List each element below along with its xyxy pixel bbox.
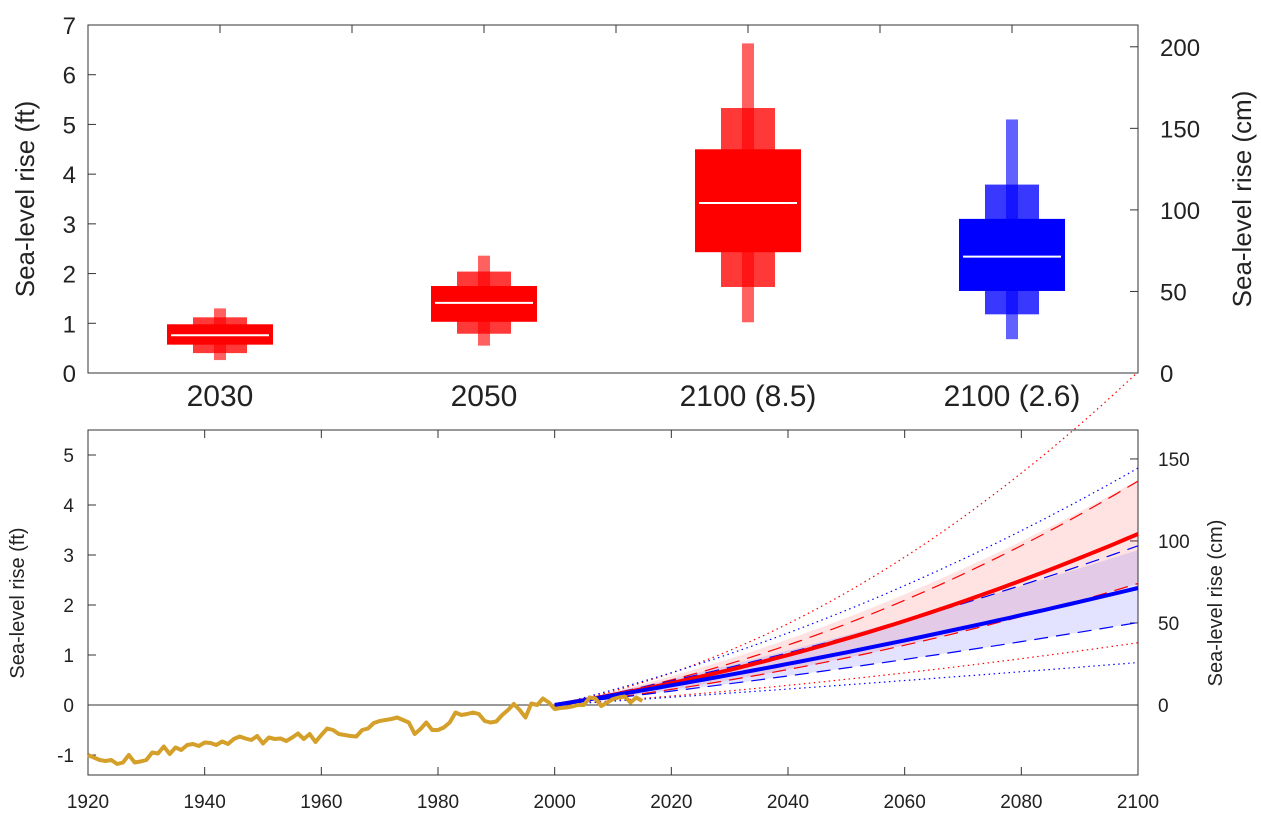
top-y-right-axis-label: Sea-level rise (cm) bbox=[1227, 91, 1257, 308]
projection-p-low bbox=[554, 621, 1139, 706]
projection-band bbox=[554, 550, 1138, 705]
bottom-x-tick-label: 2100 bbox=[1117, 792, 1159, 813]
bottom-y-tick-labels: -1 0 1 2 3 4 5 bbox=[57, 446, 74, 767]
projection-lines bbox=[554, 371, 1139, 707]
bottom-x-tick-label: 1980 bbox=[417, 792, 459, 813]
box-core bbox=[959, 218, 1065, 291]
bottom-x-tick-label: 1960 bbox=[300, 792, 342, 813]
top-y-tick-label: 2 bbox=[63, 262, 76, 289]
bottom-y-axis-label: Sea-level rise (ft) bbox=[7, 527, 29, 678]
bottom-plot-frame bbox=[87, 429, 1139, 776]
projection-bands bbox=[554, 480, 1138, 705]
bottom-y-right-tick-label: 100 bbox=[1158, 532, 1190, 553]
top-y-right-tick-label: 50 bbox=[1160, 279, 1187, 306]
top-category-labels: 2030 2050 2100 (8.5) 2100 (2.6) bbox=[187, 380, 1081, 413]
top-y-tick-label: 1 bbox=[63, 311, 76, 338]
bottom-x-tick-label: 1940 bbox=[184, 792, 226, 813]
bottom-y-right-axis-label: Sea-level rise (cm) bbox=[1205, 520, 1227, 687]
bottom-x-tick-label: 1920 bbox=[67, 792, 109, 813]
bottom-x-tick-label: 2040 bbox=[767, 792, 809, 813]
top-y-right-tick-label: 200 bbox=[1160, 35, 1200, 62]
bottom-y-tick-label: 4 bbox=[63, 496, 74, 517]
bottom-y-right-tick-label: 0 bbox=[1158, 696, 1169, 717]
top-axis-ticks bbox=[88, 24, 1138, 374]
box-2100-8-5- bbox=[695, 43, 801, 323]
top-box-chart: 0 1 2 3 4 5 6 7 0 50 100 150 200 2030 2050 2100 (8.5)… bbox=[10, 13, 1257, 413]
bottom-y-tick-label: 2 bbox=[63, 596, 74, 617]
bottom-y-right-tick-label: 50 bbox=[1158, 614, 1179, 635]
bottom-y-tick-label: -1 bbox=[57, 746, 74, 767]
top-category-label: 2100 (8.5) bbox=[680, 380, 817, 413]
projection-band bbox=[554, 480, 1138, 705]
bottom-line-chart: -1 0 1 2 3 4 5 0 50 100 150 1920 1940 1960 1980 2000 2… bbox=[7, 371, 1227, 813]
projection-median bbox=[554, 586, 1139, 707]
top-y-axis-label: Sea-level rise (ft) bbox=[10, 101, 40, 298]
bottom-x-tick-labels: 1920 1940 1960 1980 2000 2020 2040 2060 2080 2100 bbox=[67, 792, 1159, 813]
bottom-y-tick-label: 5 bbox=[63, 446, 74, 467]
bottom-y-tick-label: 3 bbox=[63, 546, 74, 567]
box-core bbox=[695, 149, 801, 253]
observed-line bbox=[87, 694, 644, 766]
top-category-label: 2100 (2.6) bbox=[944, 380, 1081, 413]
top-y-tick-label: 4 bbox=[63, 162, 76, 189]
bottom-x-tick-label: 2000 bbox=[534, 792, 576, 813]
bottom-x-tick-label: 2020 bbox=[650, 792, 692, 813]
top-y-tick-label: 0 bbox=[63, 361, 76, 388]
bottom-y-tick-label: 0 bbox=[63, 696, 74, 717]
top-y-tick-labels: 0 1 2 3 4 5 6 7 bbox=[63, 13, 76, 388]
top-y-tick-label: 6 bbox=[63, 63, 76, 90]
box-2050 bbox=[431, 255, 537, 346]
top-category-label: 2050 bbox=[451, 380, 518, 413]
projection-p-max bbox=[554, 467, 1139, 706]
bottom-x-tick-label: 2080 bbox=[1000, 792, 1042, 813]
projection-p-max bbox=[554, 371, 1139, 706]
top-plot-frame bbox=[87, 24, 1139, 374]
box-2100-2-6- bbox=[959, 119, 1065, 340]
bottom-y-right-tick-label: 150 bbox=[1158, 450, 1190, 471]
top-y-tick-label: 3 bbox=[63, 212, 76, 239]
top-y-right-tick-labels: 0 50 100 150 200 bbox=[1160, 35, 1200, 388]
observed-series bbox=[87, 694, 644, 766]
bottom-x-tick-label: 2060 bbox=[884, 792, 926, 813]
box-2030 bbox=[167, 308, 273, 361]
bottom-y-tick-label: 1 bbox=[63, 646, 74, 667]
top-category-label: 2030 bbox=[187, 380, 254, 413]
bottom-y-right-tick-labels: 0 50 100 150 bbox=[1158, 450, 1190, 717]
top-y-tick-label: 5 bbox=[63, 112, 76, 139]
top-boxes bbox=[167, 43, 1065, 361]
top-y-right-tick-label: 150 bbox=[1160, 116, 1200, 143]
top-y-right-tick-label: 100 bbox=[1160, 198, 1200, 225]
projection-p-min bbox=[554, 661, 1139, 706]
top-y-tick-label: 7 bbox=[63, 13, 76, 40]
top-y-right-tick-label: 0 bbox=[1160, 361, 1173, 388]
